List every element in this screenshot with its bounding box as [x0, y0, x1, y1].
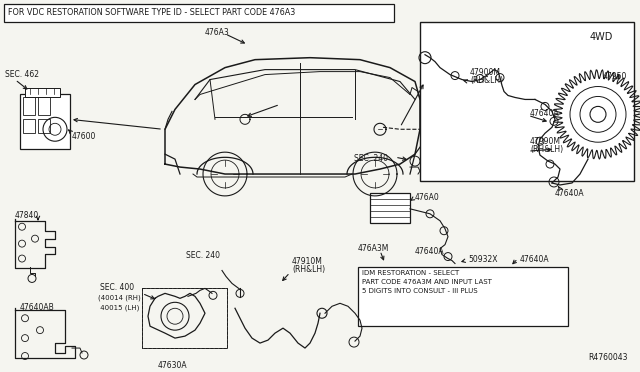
Bar: [420, 22, 634, 181]
Text: 476A0: 476A0: [415, 193, 440, 202]
Text: 47630A: 47630A: [158, 361, 188, 370]
Text: SEC. 240: SEC. 240: [354, 154, 388, 163]
Text: SEC. 462: SEC. 462: [5, 70, 39, 78]
Text: (RH&LH): (RH&LH): [292, 264, 325, 273]
Text: FOR VDC RESTORATION SOFTWARE TYPE ID - SELECT PART CODE 476A3: FOR VDC RESTORATION SOFTWARE TYPE ID - S…: [8, 9, 295, 17]
Text: 47840: 47840: [15, 211, 39, 220]
Text: (RH&LH): (RH&LH): [470, 76, 503, 84]
Text: 50932X: 50932X: [468, 254, 497, 264]
Text: 4WD: 4WD: [590, 32, 613, 42]
Text: 476A3M: 476A3M: [358, 244, 389, 253]
Bar: [142, 288, 227, 348]
Text: SEC. 240: SEC. 240: [186, 251, 220, 260]
Text: 47640AB: 47640AB: [20, 303, 55, 312]
Text: (40014 (RH): (40014 (RH): [98, 294, 141, 301]
Bar: [23, 119, 35, 133]
Text: (RH&LH): (RH&LH): [530, 145, 563, 154]
Bar: [358, 266, 568, 326]
Text: 47640A: 47640A: [415, 247, 445, 256]
Bar: [38, 119, 50, 133]
Text: 47600: 47600: [72, 132, 97, 141]
Text: 47640A: 47640A: [520, 254, 550, 264]
Text: 47640A: 47640A: [530, 109, 559, 118]
Text: 47990M: 47990M: [530, 137, 561, 146]
Bar: [4, 4, 394, 22]
Text: 476A3: 476A3: [205, 28, 230, 37]
Bar: [25, 87, 60, 97]
Text: 40015 (LH): 40015 (LH): [98, 304, 140, 311]
Text: 47950: 47950: [603, 71, 627, 81]
Text: R4760043: R4760043: [589, 353, 628, 362]
Text: 47910M: 47910M: [292, 257, 323, 266]
Text: SEC. 400: SEC. 400: [100, 283, 134, 292]
Bar: [370, 193, 410, 223]
Text: 47640A: 47640A: [555, 189, 584, 198]
Bar: [23, 97, 35, 115]
Bar: [20, 94, 70, 149]
Bar: [142, 288, 227, 348]
Text: 47900M: 47900M: [470, 68, 501, 77]
Bar: [38, 97, 50, 115]
Text: IDM RESTORATION - SELECT
PART CODE 476A3M AND INPUT LAST
5 DIGITS INTO CONSULT -: IDM RESTORATION - SELECT PART CODE 476A3…: [362, 270, 492, 295]
